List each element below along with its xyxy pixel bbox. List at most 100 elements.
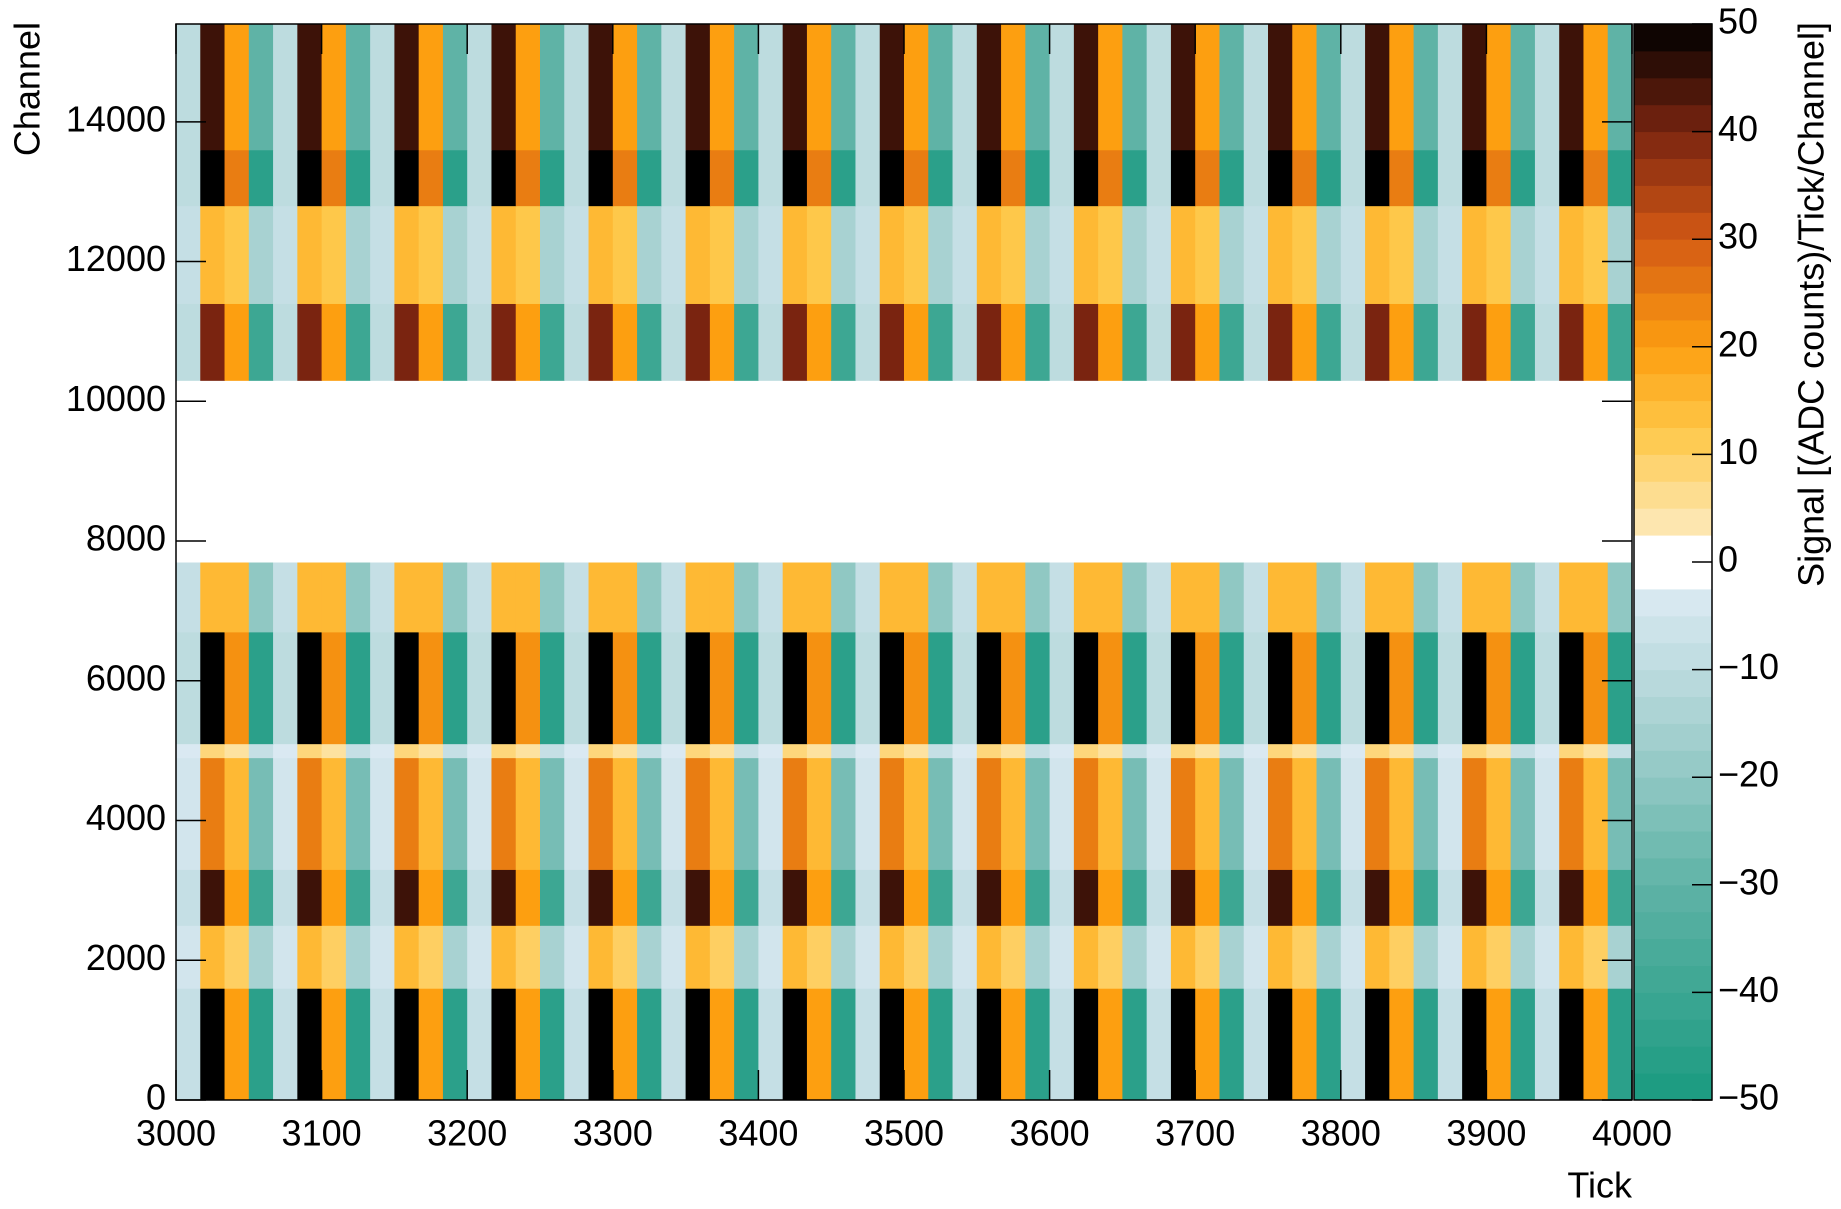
- heatmap-cell: [904, 869, 929, 926]
- heatmap-cell: [370, 303, 395, 381]
- heatmap-cell: [831, 869, 856, 926]
- colorbar-swatch: [1634, 104, 1712, 133]
- heatmap-cell: [200, 380, 226, 563]
- heatmap-cell: [1219, 380, 1245, 563]
- heatmap-cell: [1437, 149, 1463, 207]
- heatmap-cell: [637, 380, 662, 563]
- colorbar-swatch: [1634, 642, 1712, 671]
- colorbar-swatch: [1634, 562, 1712, 590]
- heatmap-cell: [1486, 925, 1512, 989]
- colorbar-swatch: [1634, 669, 1712, 697]
- heatmap-cell: [1365, 303, 1390, 381]
- heatmap-cell: [928, 149, 954, 207]
- heatmap-cell: [661, 205, 687, 304]
- heatmap-cell: [1170, 303, 1196, 381]
- heatmap-cell: [1462, 631, 1487, 745]
- heatmap-cell: [904, 24, 929, 151]
- heatmap-cell: [1292, 925, 1318, 989]
- heatmap-cell: [1583, 988, 1609, 1101]
- heatmap-cell: [1389, 24, 1415, 151]
- heatmap-cell: [1049, 380, 1075, 563]
- colorbar-title: Signal [(ADC counts)/Tick/Channel]: [1791, 22, 1832, 587]
- heatmap-cell: [782, 631, 808, 745]
- heatmap-cell: [1462, 149, 1487, 207]
- heatmap-cell: [758, 303, 784, 381]
- heatmap-cell: [1534, 380, 1560, 563]
- heatmap-cell: [491, 149, 517, 207]
- heatmap-cell: [321, 303, 347, 381]
- heatmap-cell: [1073, 303, 1099, 381]
- heatmap-cell: [370, 925, 395, 989]
- heatmap-cell: [394, 303, 420, 381]
- heatmap-cell: [1413, 24, 1439, 151]
- heatmap-cell: [370, 205, 395, 304]
- heatmap-cell: [176, 869, 201, 926]
- heatmap-cell: [1607, 925, 1633, 989]
- heatmap-cell: [709, 205, 735, 304]
- colorbar-tick-label: −10: [1718, 646, 1779, 687]
- heatmap-cell: [976, 988, 1002, 1101]
- heatmap-cell: [442, 303, 468, 381]
- heatmap-cell: [879, 757, 905, 870]
- heatmap-cell: [515, 562, 541, 633]
- heatmap-cell: [1122, 380, 1148, 563]
- heatmap-cell: [1340, 24, 1366, 151]
- heatmap-cell: [564, 988, 590, 1101]
- heatmap-cell: [540, 925, 565, 989]
- heatmap-cell: [442, 24, 468, 151]
- colorbar-swatch: [1634, 696, 1712, 724]
- heatmap-cell: [904, 757, 929, 870]
- heatmap-cell: [564, 380, 590, 563]
- heatmap-cell: [1607, 24, 1633, 151]
- heatmap-cell: [1268, 988, 1293, 1101]
- heatmap-cell: [1462, 757, 1487, 870]
- heatmap-cell: [1049, 303, 1075, 381]
- heatmap-cell: [1243, 303, 1269, 381]
- heatmap-cell: [1146, 743, 1172, 759]
- heatmap-cell: [734, 743, 759, 759]
- heatmap-cell: [855, 757, 881, 870]
- heatmap-cell: [685, 631, 711, 745]
- heatmap-cell: [345, 988, 371, 1101]
- heatmap-cell: [1486, 869, 1512, 926]
- heatmap-cell: [806, 24, 832, 151]
- heatmap-cell: [952, 631, 978, 745]
- heatmap-cell: [442, 743, 468, 759]
- heatmap-cell: [1316, 743, 1342, 759]
- heatmap-cell: [1583, 24, 1609, 151]
- heatmap-cell: [588, 925, 614, 989]
- heatmap-cell: [734, 631, 759, 745]
- heatmap-cell: [321, 380, 347, 563]
- heatmap-cell: [855, 149, 881, 207]
- colorbar-swatch: [1634, 481, 1712, 509]
- colorbar-swatch: [1634, 427, 1712, 455]
- heatmap-cell: [637, 631, 662, 745]
- heatmap-cell: [1025, 869, 1051, 926]
- heatmap-cell: [1219, 149, 1245, 207]
- x-tick-label: 3000: [136, 1113, 216, 1154]
- heatmap-cell: [685, 925, 711, 989]
- heatmap-cell: [1486, 562, 1512, 633]
- y-tick-label: 2000: [86, 937, 166, 978]
- y-axis-title: Channel: [7, 22, 48, 156]
- heatmap-cell: [1389, 869, 1415, 926]
- colorbar-tick-label: 40: [1718, 108, 1758, 149]
- y-tick-label: 10000: [66, 378, 166, 419]
- heatmap-cell: [1583, 562, 1609, 633]
- heatmap-cell: [370, 24, 395, 151]
- heatmap-cell: [855, 380, 881, 563]
- heatmap-cell: [1025, 631, 1051, 745]
- y-tick-label: 14000: [66, 98, 166, 139]
- heatmap-cell: [1195, 925, 1220, 989]
- heatmap-cell: [1195, 380, 1220, 563]
- colorbar-tick-label: 0: [1718, 539, 1738, 580]
- heatmap-cell: [806, 562, 832, 633]
- heatmap-cell: [200, 757, 226, 870]
- heatmap-cell: [1243, 205, 1269, 304]
- heatmap-cell: [879, 988, 905, 1101]
- heatmap-cell: [1025, 149, 1051, 207]
- heatmap-cell: [1122, 562, 1148, 633]
- heatmap-cell: [1559, 380, 1584, 563]
- heatmap-cell: [928, 24, 954, 151]
- heatmap-cell: [637, 303, 662, 381]
